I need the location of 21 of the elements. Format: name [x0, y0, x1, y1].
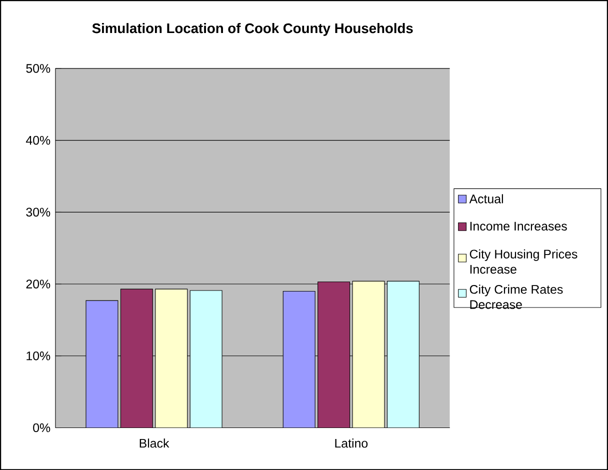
- bar: [86, 300, 118, 428]
- bar: [155, 288, 188, 428]
- legend-label: Actual: [469, 194, 503, 204]
- bar: [190, 290, 222, 428]
- x-tick-label: Black: [140, 438, 170, 448]
- bar: [282, 290, 316, 428]
- legend-label: City Housing Prices Increase: [470, 249, 578, 274]
- y-tick-label: 50%: [26, 64, 50, 73]
- y-tick-label: 10%: [26, 351, 50, 360]
- bar: [318, 281, 350, 428]
- y-tick-label: 30%: [26, 208, 50, 216]
- y-tick-label: 40%: [26, 136, 50, 145]
- chart-title: Simulation Location of Cook County Households: [92, 22, 413, 36]
- y-tick-label: 20%: [26, 280, 50, 288]
- y-tick-label: 0%: [33, 423, 50, 432]
- bar: [386, 280, 420, 428]
- bar: [120, 288, 153, 428]
- legend-label: Income Increases: [470, 222, 567, 230]
- legend-label: City Crime Rates Decrease: [470, 284, 563, 309]
- x-tick-label: Latino: [335, 438, 368, 448]
- bar: [352, 280, 385, 428]
